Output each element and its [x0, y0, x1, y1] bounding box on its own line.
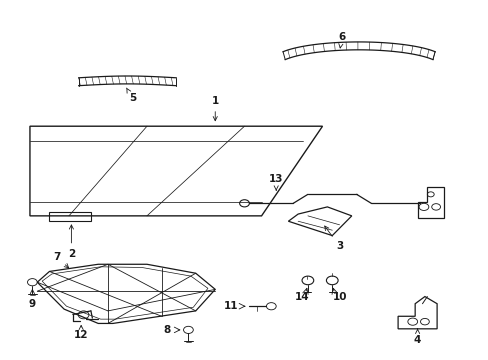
Text: 2: 2: [68, 225, 75, 258]
Text: 6: 6: [338, 32, 345, 48]
Text: 7: 7: [53, 252, 68, 268]
Text: 4: 4: [413, 329, 421, 345]
Text: 12: 12: [74, 325, 88, 340]
Text: 14: 14: [294, 292, 309, 302]
Text: 8: 8: [163, 325, 170, 335]
Text: 11: 11: [224, 301, 238, 311]
Text: 3: 3: [324, 226, 343, 251]
Text: 10: 10: [332, 292, 346, 302]
Text: 1: 1: [211, 96, 219, 121]
Text: 9: 9: [29, 289, 36, 309]
Text: 13: 13: [268, 174, 283, 190]
Text: 5: 5: [126, 88, 136, 103]
